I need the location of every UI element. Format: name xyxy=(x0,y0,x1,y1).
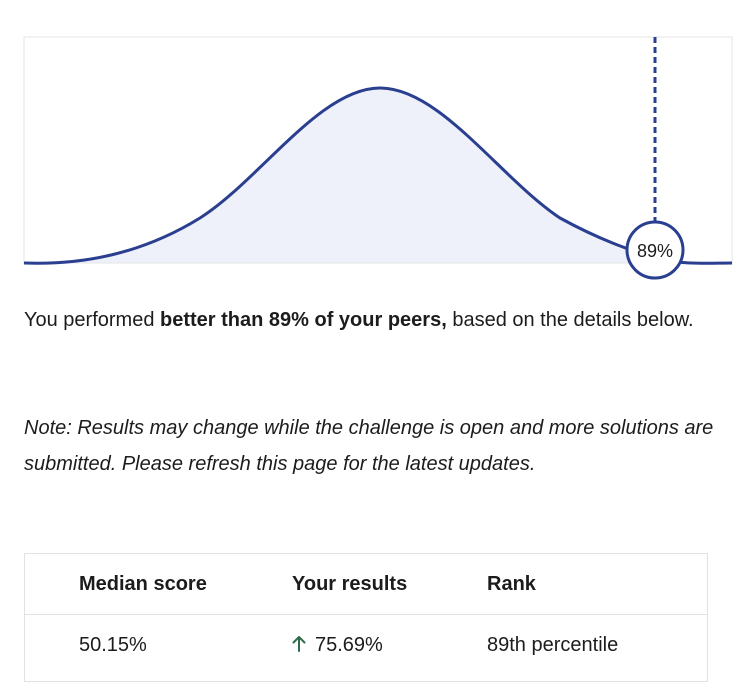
distribution-chart: 89% xyxy=(0,0,754,280)
summary-suffix: based on the details below. xyxy=(446,309,694,331)
marker-label: 89% xyxy=(637,241,673,261)
your-result-cell: 75.69% xyxy=(292,615,383,675)
your-result-value: 75.69% xyxy=(315,634,383,656)
performance-summary: You performed better than 89% of your pe… xyxy=(24,302,714,338)
summary-prefix: You performed xyxy=(24,309,161,331)
median-score-value: 50.15% xyxy=(79,634,147,656)
marker-circle xyxy=(625,220,685,280)
header-rank: Rank xyxy=(487,573,536,595)
distribution-svg: 89% xyxy=(23,36,733,280)
arrow-up-icon xyxy=(292,636,306,652)
results-header-row: Median score Your results Rank xyxy=(25,554,707,615)
results-note: Note: Results may change while the chall… xyxy=(24,417,714,475)
results-data-row: 50.15% 75.69% 89th percentile xyxy=(25,615,707,675)
header-your-results: Your results xyxy=(292,573,408,595)
distribution-area xyxy=(24,88,732,263)
header-median-score: Median score xyxy=(79,573,207,595)
rank-value: 89th percentile xyxy=(487,634,619,656)
results-table: Median score Your results Rank 50.15% 75… xyxy=(24,553,708,682)
summary-highlight: better than 89% of your peers, xyxy=(160,309,447,331)
